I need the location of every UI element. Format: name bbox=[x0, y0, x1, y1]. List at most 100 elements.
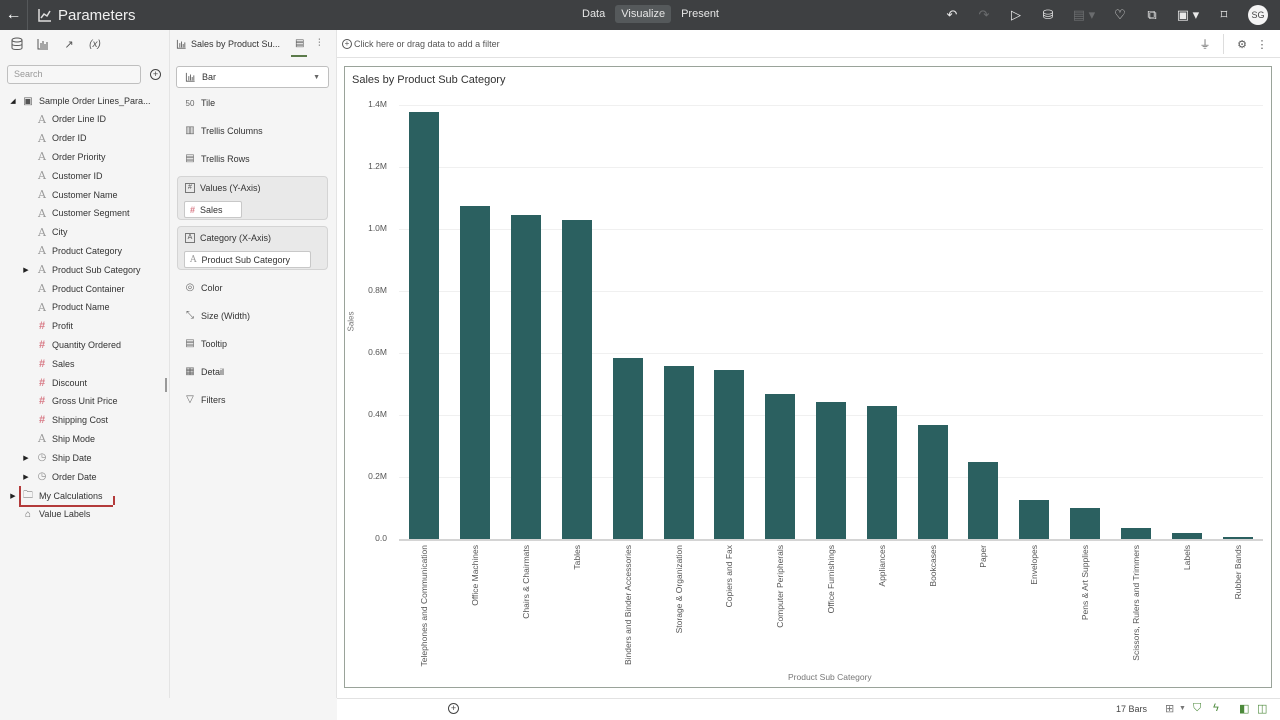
analytics-tab-icon[interactable]: ↗ bbox=[64, 38, 74, 51]
field-item[interactable]: A Order Line ID bbox=[0, 110, 165, 129]
comment-icon[interactable]: ▤ ▾ bbox=[1072, 7, 1096, 22]
visualizations-tab-icon[interactable] bbox=[34, 35, 52, 53]
play-icon[interactable]: ▷ bbox=[1011, 7, 1021, 22]
y-tick-label: 0.6M bbox=[368, 347, 387, 357]
field-item[interactable]: A Product Category bbox=[0, 242, 165, 261]
sales-pill[interactable]: # Sales bbox=[184, 201, 242, 218]
product-sub-category-pill[interactable]: A Product Sub Category bbox=[184, 251, 311, 268]
auto-apply-icon[interactable]: ⚙ bbox=[1237, 38, 1247, 51]
bar[interactable] bbox=[511, 215, 542, 539]
bar[interactable] bbox=[1120, 528, 1151, 539]
field-item[interactable]: A Product Name bbox=[0, 298, 165, 317]
chevron-down-icon[interactable]: ▼ bbox=[1179, 705, 1186, 712]
dataset-node[interactable]: ◢ ▣ Sample Order Lines_Para... bbox=[10, 95, 151, 107]
values-y-axis-dropzone[interactable]: # Values (Y-Axis) # Sales bbox=[177, 176, 328, 220]
redo-icon[interactable]: ↷ bbox=[978, 7, 990, 22]
bar[interactable] bbox=[816, 401, 846, 539]
add-canvas-icon[interactable]: + bbox=[448, 703, 459, 714]
bar[interactable] bbox=[866, 406, 897, 539]
data-panel-scrollbar[interactable] bbox=[165, 378, 167, 392]
field-item[interactable]: # Shipping Cost bbox=[0, 411, 165, 430]
gridline bbox=[399, 291, 1263, 292]
bar-chart-visualization[interactable]: Sales by Product Sub Category 0.0 0.2M 0.4… bbox=[344, 66, 1272, 688]
field-item[interactable]: # Quantity Ordered bbox=[0, 336, 165, 355]
field-item[interactable]: A Customer Segment bbox=[0, 204, 165, 223]
bar[interactable] bbox=[917, 424, 948, 539]
field-item[interactable]: A Customer ID bbox=[0, 166, 165, 185]
bar[interactable] bbox=[1222, 537, 1253, 539]
parameters-tab-icon[interactable]: (x) bbox=[89, 38, 101, 50]
left-panel-toggle-icon[interactable]: ◧ bbox=[1239, 703, 1250, 715]
field-item[interactable]: ▶ ◷ Ship Date bbox=[0, 448, 165, 467]
back-button[interactable]: ← bbox=[0, 0, 28, 30]
collapse-caret-icon[interactable]: ◢ bbox=[10, 98, 16, 106]
bar[interactable] bbox=[612, 357, 643, 539]
bar[interactable] bbox=[765, 393, 796, 539]
field-item[interactable]: # Profit bbox=[0, 317, 165, 336]
tab-data[interactable]: Data bbox=[582, 8, 606, 20]
size-row[interactable]: ⤡ Size (Width) bbox=[186, 310, 251, 321]
bar[interactable] bbox=[409, 112, 440, 539]
trellis-rows-row[interactable]: ▤ Trellis Rows bbox=[185, 153, 250, 164]
split-panel-toggle-icon[interactable]: ◫ bbox=[1257, 703, 1268, 715]
gridline bbox=[399, 229, 1263, 230]
filter-settings-icon[interactable]: ⏚ bbox=[1199, 39, 1211, 51]
bar[interactable] bbox=[714, 370, 745, 539]
expand-caret-icon[interactable]: ▶ bbox=[10, 493, 16, 501]
bar[interactable] bbox=[968, 462, 999, 539]
field-item[interactable]: A City bbox=[0, 223, 165, 242]
bar[interactable] bbox=[1070, 508, 1101, 539]
field-item[interactable]: # Discount bbox=[0, 373, 165, 392]
field-item[interactable]: A Customer Name bbox=[0, 185, 165, 204]
expand-caret-icon[interactable]: ▶ bbox=[23, 266, 29, 274]
undo-icon[interactable]: ↶ bbox=[946, 7, 958, 22]
data-search-input[interactable]: Search bbox=[7, 65, 141, 84]
y-axis-title: Sales bbox=[346, 311, 356, 332]
chart-type-select[interactable]: Bar ▼ bbox=[176, 66, 329, 88]
field-item[interactable]: A Ship Mode bbox=[0, 430, 165, 449]
value-labels-item[interactable]: ⌂ Value Labels bbox=[0, 505, 170, 524]
trellis-columns-row[interactable]: ▥ Trellis Columns bbox=[185, 125, 263, 136]
data-tab-icon[interactable] bbox=[8, 35, 26, 53]
export-icon[interactable]: ⧉ bbox=[1147, 7, 1157, 22]
grammar-tab-icon[interactable]: ▤ bbox=[295, 38, 305, 49]
add-data-icon[interactable]: + bbox=[150, 69, 161, 80]
bar[interactable] bbox=[1019, 499, 1050, 539]
bookmark-icon[interactable]: ⌑ bbox=[1220, 7, 1228, 22]
field-item[interactable]: A Product Container bbox=[0, 279, 165, 298]
field-item[interactable]: # Sales bbox=[0, 354, 165, 373]
bar[interactable] bbox=[663, 366, 694, 539]
my-calculations-folder[interactable]: ▶ 🗀 My Calculations bbox=[0, 487, 170, 506]
tooltip-row[interactable]: ▤ Tooltip bbox=[185, 338, 228, 349]
color-row[interactable]: ◎ Color bbox=[185, 282, 223, 293]
detail-row[interactable]: ▦ Detail bbox=[185, 366, 225, 377]
filters-row[interactable]: ▽ Filters bbox=[184, 394, 225, 405]
tab-visualize[interactable]: Visualize bbox=[615, 5, 672, 23]
field-item[interactable]: ▶ A Product Sub Category bbox=[0, 260, 165, 279]
more-options-icon[interactable]: ⋮ bbox=[1256, 38, 1268, 51]
tile-row[interactable]: 50 Tile bbox=[185, 98, 216, 108]
x-tick-label: Pens & Art Supplies bbox=[1080, 545, 1091, 621]
properties-tab-icon[interactable]: ⫶ bbox=[318, 38, 321, 49]
add-filter-area[interactable]: + Click here or drag data to add a filte… bbox=[342, 38, 500, 49]
tab-present[interactable]: Present bbox=[681, 8, 719, 20]
data-refresh-icon[interactable]: ⛁ bbox=[1042, 7, 1054, 22]
canvas-filter-icon[interactable]: ⛉ bbox=[1193, 702, 1202, 714]
bar[interactable] bbox=[460, 206, 491, 539]
auto-insights-icon[interactable]: ϟ bbox=[1213, 702, 1219, 714]
insights-icon[interactable]: ♡ bbox=[1114, 7, 1126, 22]
field-item[interactable]: A Order Priority bbox=[0, 148, 165, 167]
expand-caret-icon[interactable]: ▶ bbox=[23, 473, 29, 481]
user-avatar[interactable]: SG bbox=[1248, 5, 1268, 25]
bar[interactable] bbox=[1171, 533, 1202, 539]
expand-caret-icon[interactable]: ▶ bbox=[23, 454, 29, 462]
save-icon[interactable]: ▣ ▾ bbox=[1176, 7, 1200, 22]
layout-grid-icon[interactable]: ⊞ bbox=[1165, 703, 1175, 715]
field-item[interactable]: A Order ID bbox=[0, 129, 165, 148]
canvas-status-bar: + 17 Bars ⊞ ▼ ⛉ ϟ ◧ ◫ bbox=[337, 698, 1280, 720]
attribute-icon: A bbox=[38, 263, 46, 277]
bar[interactable] bbox=[561, 220, 592, 539]
field-item[interactable]: ▶ ◷ Order Date bbox=[0, 467, 165, 486]
category-x-axis-dropzone[interactable]: A Category (X-Axis) A Product Sub Categor… bbox=[177, 226, 328, 270]
field-item[interactable]: # Gross Unit Price bbox=[0, 392, 165, 411]
